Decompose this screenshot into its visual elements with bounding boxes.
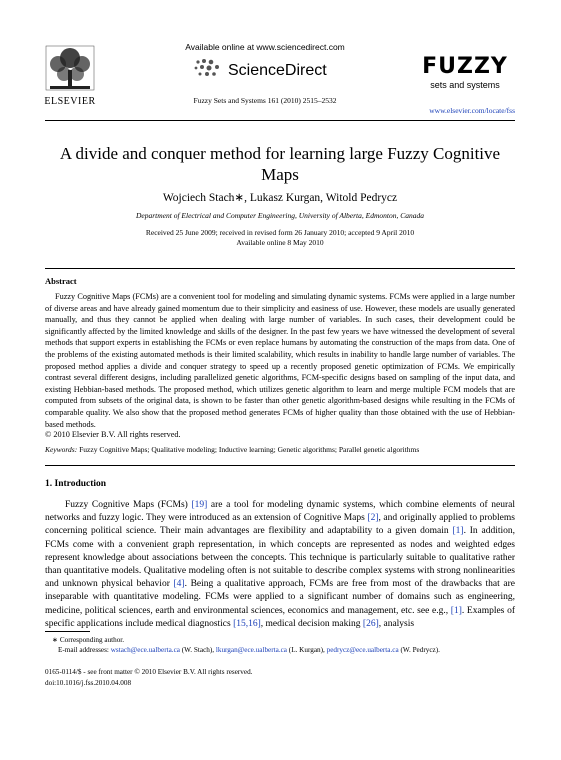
journal-logo-sub: sets and systems bbox=[430, 80, 500, 90]
footnote-text: (L. Kurgan), bbox=[287, 646, 327, 654]
available-online: Available online at www.sciencedirect.co… bbox=[185, 42, 345, 52]
header-rule bbox=[45, 120, 515, 121]
copyright: © 2010 Elsevier B.V. All rights reserved… bbox=[45, 430, 181, 439]
footnote-text: (W. Stach), bbox=[179, 646, 216, 654]
keywords-label: Keywords: bbox=[45, 445, 78, 454]
journal-ref: Fuzzy Sets and Systems 161 (2010) 2515–2… bbox=[193, 96, 337, 105]
authors: Wojciech Stach∗, Lukasz Kurgan, Witold P… bbox=[162, 192, 398, 204]
affiliation: Department of Electrical and Computer En… bbox=[136, 211, 424, 220]
email-link[interactable]: pedrycz@ece.ualberta.ca bbox=[326, 646, 399, 654]
journal-logo: FUZZY bbox=[422, 54, 508, 79]
paragraph-text: . In addition, FCMs come with a convenie… bbox=[45, 526, 515, 590]
paragraph-text: , medical decision making bbox=[260, 618, 363, 629]
paragraph-text: are a tool for modeling dynamic systems,… bbox=[45, 500, 516, 524]
paragraph-text: , analysis bbox=[378, 618, 415, 629]
doi: doi:10.1016/j.fss.2010.04.008 bbox=[45, 679, 132, 687]
abstract-rule bbox=[45, 268, 515, 269]
front-matter: 0165-0114/$ - see front matter © 2010 El… bbox=[45, 668, 253, 676]
keywords: Keywords: Fuzzy Cognitive Maps; Qualitat… bbox=[45, 445, 515, 454]
email-link[interactable]: lkurgan@ece.ualberta.ca bbox=[215, 646, 287, 654]
footnote-text: (W. Pedrycz). bbox=[398, 646, 440, 654]
available-online-date: Available online 8 May 2010 bbox=[236, 238, 324, 247]
sciencedirect-dots bbox=[194, 59, 219, 76]
footnote-rule bbox=[45, 631, 90, 632]
abstract-text: Fuzzy Cognitive Maps (FCMs) are a conven… bbox=[45, 292, 515, 429]
footnote-corresponding: ∗ Corresponding author. bbox=[52, 636, 125, 644]
elsevier-tree bbox=[45, 45, 95, 91]
citation[interactable]: [2] bbox=[367, 513, 379, 524]
title: A divide and conquer method for learning… bbox=[59, 144, 501, 184]
journal-url[interactable]: www.elsevier.com/locate/fss bbox=[429, 106, 515, 115]
email-link[interactable]: wstach@ece.ualberta.ca bbox=[110, 646, 180, 654]
keywords-text: Fuzzy Cognitive Maps; Qualitative modeli… bbox=[79, 445, 420, 454]
citation[interactable]: [15,16] bbox=[233, 618, 261, 629]
citation[interactable]: [19] bbox=[191, 500, 208, 510]
paragraph-text: . Examples of specific applications incl… bbox=[45, 605, 515, 629]
paragraph-text: . Being a qualitative approach, FCMs are… bbox=[45, 579, 515, 616]
footnote-text: E-mail addresses: bbox=[58, 646, 111, 654]
keywords-rule bbox=[45, 465, 515, 466]
citation[interactable]: [1] bbox=[452, 526, 464, 537]
publisher: ELSEVIER bbox=[44, 96, 96, 107]
footnote-emails: E-mail addresses: wstach@ece.ualberta.ca… bbox=[58, 646, 440, 654]
citation[interactable]: [1] bbox=[450, 605, 462, 616]
citation[interactable]: [4] bbox=[173, 579, 185, 590]
paragraph-text: Fuzzy Cognitive Maps (FCMs) bbox=[65, 500, 192, 510]
abstract-heading: Abstract bbox=[45, 276, 77, 286]
sciencedirect: ScienceDirect bbox=[228, 62, 327, 79]
section-heading: 1. Introduction bbox=[45, 479, 107, 489]
section-paragraph: Fuzzy Cognitive Maps (FCMs) [19] are a t… bbox=[45, 499, 515, 631]
received: Received 25 June 2009; received in revis… bbox=[145, 228, 415, 237]
paragraph-text: , and originally applied to problems con… bbox=[45, 513, 515, 537]
citation[interactable]: [26] bbox=[362, 618, 379, 629]
